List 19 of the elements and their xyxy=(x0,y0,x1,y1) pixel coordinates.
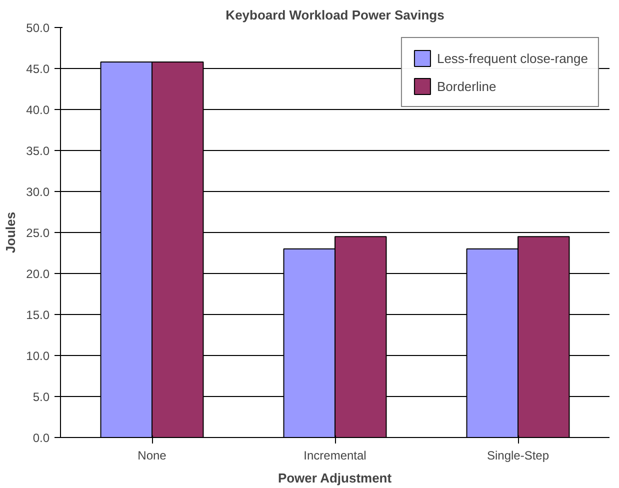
y-tick-label: 20.0 xyxy=(26,267,50,281)
y-tick-label: 10.0 xyxy=(26,349,50,363)
y-tick-label: 5.0 xyxy=(32,390,50,404)
y-tick-label: 45.0 xyxy=(26,62,50,76)
y-tick-label: 35.0 xyxy=(26,144,50,158)
x-tick-label: None xyxy=(138,448,167,462)
y-tick-label: 30.0 xyxy=(26,185,50,199)
y-axis-title: Joules xyxy=(3,212,18,254)
chart-title: Keyboard Workload Power Savings xyxy=(226,8,444,22)
legend-label: Borderline xyxy=(436,78,496,94)
x-tick-label: Single-Step xyxy=(486,448,550,462)
x-tick-label: Incremental xyxy=(304,448,366,462)
y-tick-label: 50.0 xyxy=(26,21,50,35)
y-tick-label: 0.0 xyxy=(32,431,50,445)
y-tick-label: 15.0 xyxy=(26,308,50,322)
x-axis-title: Power Adjustment xyxy=(278,470,392,486)
y-tick-label: 40.0 xyxy=(26,103,50,117)
y-tick-label: 25.0 xyxy=(26,226,50,240)
legend-label: Less-frequent close-range xyxy=(436,50,588,66)
